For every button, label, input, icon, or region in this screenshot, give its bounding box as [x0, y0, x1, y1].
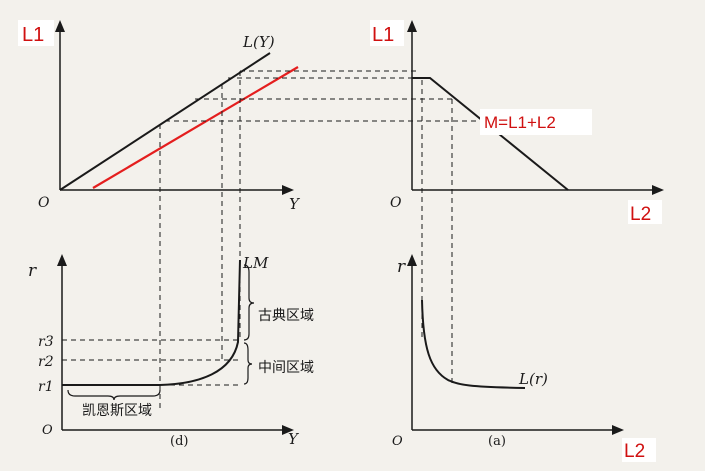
intermediate-region-brace [243, 342, 253, 385]
axis-label-l1-top-right: L1 [372, 24, 394, 46]
red-highlight-line [92, 66, 299, 189]
curve-label-lm: LM [242, 254, 269, 272]
rate-label-r1: r1 [38, 379, 54, 395]
label-box-l1-top-left [18, 20, 54, 46]
curve-label-l-of-y: L(Y) [242, 33, 275, 51]
axis-label-r-right: r [397, 257, 406, 277]
rate-label-r2: r2 [38, 354, 54, 370]
axis-label-l1-top-left: L1 [22, 24, 44, 46]
origin-label-top-left: O [38, 195, 50, 211]
panel-top-right: L1 M=L1+L2 O L2 [370, 20, 664, 225]
label-box-equation [480, 109, 592, 135]
projection-lines-vertical [159, 71, 453, 410]
axis-l1-arrow-icon [55, 20, 65, 32]
axis-l2-top-arrow-icon [652, 185, 664, 195]
projection-lines-top [165, 70, 478, 122]
region-label-classical: 古典区域 [258, 308, 314, 324]
axis-label-l2-top: L2 [630, 204, 651, 225]
axis-l2-bottom-arrow-icon [612, 425, 624, 435]
axis-r-left-arrow-icon [57, 254, 67, 266]
origin-label-top-right: O [390, 195, 402, 211]
axis-label-l2-bottom: L2 [624, 441, 645, 462]
axis-label-y-bottom: Y [288, 430, 300, 448]
classical-region-brace [243, 264, 255, 341]
panel-tag-d: (d) [170, 434, 188, 449]
curve-label-l-of-r: L(r) [518, 370, 548, 388]
label-box-l2-bottom [622, 438, 656, 462]
origin-label-bottom-left: O [42, 423, 53, 438]
money-supply-line [412, 77, 569, 191]
axis-r-right-arrow-icon [407, 254, 417, 266]
panel-tag-a: (a) [488, 434, 506, 449]
equation-m-equals-l1-plus-l2: M=L1+L2 [484, 113, 556, 132]
axis-y-arrow-icon [282, 185, 294, 195]
origin-label-bottom-right: O [392, 434, 403, 449]
lm-curve [62, 259, 241, 386]
panel-bottom-left: r r3 r2 r1 LM 古典区域 中间区域 凯恩斯区域 O (d) Y [28, 254, 314, 449]
rate-label-r3: r3 [38, 334, 54, 350]
curve-l-of-r [421, 299, 526, 389]
panel-bottom-right: r L(r) O (a) L2 [392, 254, 656, 462]
keynesian-region-brace [67, 389, 161, 401]
axis-label-r-left: r [28, 261, 37, 281]
region-label-intermediate: 中间区域 [258, 360, 314, 376]
axis-label-y-top-left: Y [289, 195, 301, 213]
region-label-keynesian: 凯恩斯区域 [82, 403, 152, 419]
panel-top-left: L1 L(Y) O Y [18, 20, 301, 213]
axis-y-bottom-arrow-icon [282, 425, 294, 435]
label-box-l2-top [628, 200, 662, 224]
label-box-l1-top-right [370, 20, 404, 46]
axis-l1-right-arrow-icon [407, 20, 417, 32]
